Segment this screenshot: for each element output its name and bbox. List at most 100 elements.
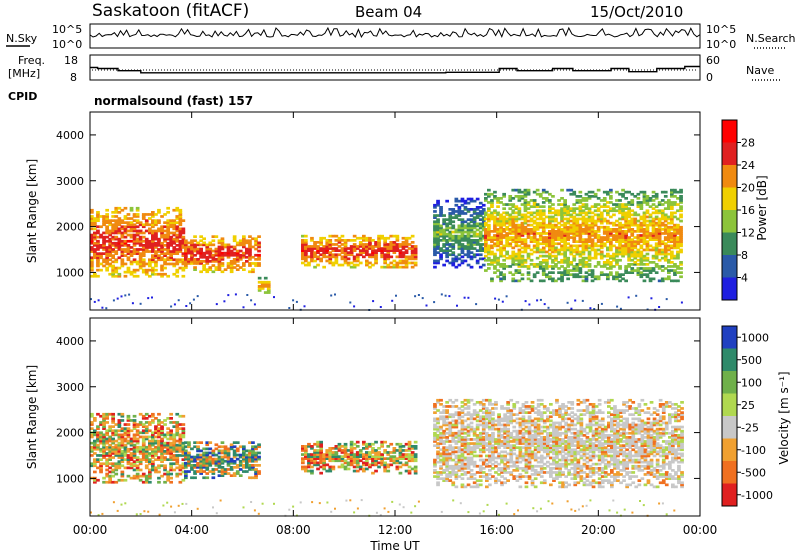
power-echo-cell [472, 239, 477, 242]
power-echo-cell [392, 265, 397, 269]
velocity-echo-cell [457, 413, 462, 416]
power-echo-cell [508, 244, 513, 248]
power-echo-cell [226, 262, 231, 265]
power-echo-cell [517, 254, 522, 258]
power-echo-cell [667, 265, 671, 268]
power-echo-cell [627, 225, 631, 229]
power-echo-cell [520, 250, 525, 254]
power-echo-cell [606, 263, 610, 266]
power-echo-cell [475, 253, 480, 257]
velocity-echo-cell [328, 451, 333, 454]
velocity-echo-cell [205, 468, 210, 471]
velocity-echo-cell [141, 423, 146, 426]
velocity-echo-cell [383, 461, 387, 465]
power-echo-cell [523, 215, 528, 219]
velocity-echo-cell [223, 455, 228, 459]
power-echo-cell [627, 258, 631, 262]
power-echo-cell [154, 213, 158, 216]
power-echo-cell [575, 250, 580, 254]
velocity-echo-cell [181, 458, 186, 461]
power-echo-cell [111, 270, 115, 274]
power-echo-cell [138, 266, 143, 270]
power-echo-cell [355, 236, 360, 240]
power-echo-cell [238, 255, 243, 259]
velocity-echo-cell [460, 450, 465, 454]
power-echo-cell [673, 256, 677, 260]
power-echo-cell [618, 265, 622, 268]
velocity-echo-cell [377, 465, 381, 469]
power-echo-cell [524, 300, 527, 303]
velocity-echo-cell [217, 455, 222, 459]
power-echo-cell [673, 195, 677, 198]
power-echo-cell [184, 264, 188, 267]
power-echo-cell [615, 209, 619, 213]
power-echo-cell [460, 236, 465, 240]
power-echo-cell [612, 238, 616, 241]
velocity-echo-cell [460, 436, 465, 439]
power-echo-cell [478, 224, 483, 228]
power-echo-cell [232, 258, 237, 261]
power-echo-cell [340, 234, 345, 238]
power-echo-cell [331, 263, 336, 267]
power-echo-cell [187, 247, 191, 251]
power-echo-cell [190, 239, 194, 243]
power-echo-cell [554, 223, 558, 227]
power-echo-cell [93, 300, 96, 303]
power-echo-cell [587, 197, 592, 200]
power-echo-cell [538, 217, 543, 221]
power-echo-cell [551, 279, 555, 283]
velocity-echo-cell [96, 466, 100, 470]
power-echo-cell [514, 263, 519, 266]
velocity-echo-cell [475, 415, 480, 419]
velocity-echo-cell [238, 459, 243, 463]
velocity-echo-cell [235, 447, 240, 451]
velocity-echo-cell [248, 457, 252, 461]
power-echo-cell [178, 244, 183, 247]
power-echo-cell [395, 249, 400, 252]
power-echo-cell [193, 243, 197, 247]
power-echo-cell [493, 244, 497, 248]
power-echo-cell [609, 190, 613, 194]
power-echo-cell [169, 223, 173, 227]
power-echo-cell [111, 231, 115, 235]
power-echo-cell [235, 243, 240, 247]
velocity-echo-cell [166, 474, 170, 478]
power-echo-cell [636, 230, 641, 233]
velocity-echo-cell [349, 457, 354, 460]
power-echo-cell [108, 221, 112, 224]
velocity-echo-cell [389, 463, 394, 467]
power-echo-cell [129, 246, 134, 249]
velocity-echo-cell [257, 451, 261, 455]
velocity-echo-cell [102, 439, 106, 443]
velocity-echo-cell [371, 457, 375, 460]
power-echo-cell [630, 209, 635, 213]
power-echo-cell [319, 247, 323, 250]
power-echo-cell [676, 254, 680, 258]
power-echo-cell [566, 277, 570, 281]
power-echo-cell [398, 243, 403, 246]
velocity-echo-cell [349, 461, 354, 465]
velocity-echo-cell [475, 454, 480, 458]
power-echo-cell [529, 279, 534, 283]
power-echo-cell [496, 213, 500, 217]
velocity-echo-cell [120, 419, 125, 422]
velocity-echo-cell [151, 464, 155, 468]
power-echo-cell [667, 271, 671, 274]
power-echo-cell [93, 250, 97, 253]
velocity-echo-cell [187, 443, 191, 447]
power-echo-cell [566, 230, 570, 233]
velocity-echo-cell [211, 472, 216, 475]
power-echo-cell [349, 251, 354, 254]
power-echo-cell [566, 225, 570, 229]
power-echo-cell [499, 234, 503, 237]
power-echo-cell [667, 228, 671, 231]
velocity-echo-cell [223, 470, 228, 473]
velocity-echo-cell [334, 445, 339, 448]
power-echo-cell [538, 232, 543, 235]
velocity-echo-cell [105, 464, 109, 468]
velocity-echo-cell [251, 457, 255, 461]
velocity-echo-cell [105, 417, 109, 420]
velocity-echo-cell [172, 433, 177, 437]
power-echo-cell [520, 240, 525, 243]
velocity-echo-cell [135, 437, 140, 441]
